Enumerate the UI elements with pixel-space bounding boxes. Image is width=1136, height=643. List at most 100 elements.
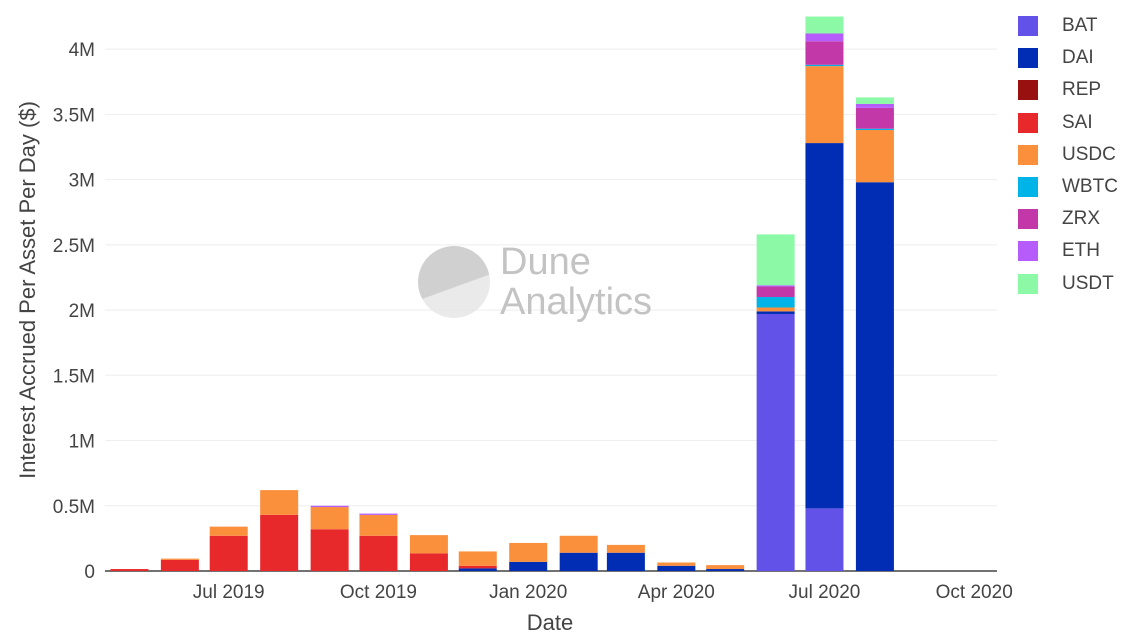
x-tick-label: Apr 2020	[638, 582, 715, 603]
bar-segment-sai[interactable]	[359, 535, 398, 571]
legend-swatch	[1018, 80, 1038, 101]
bar-segment-bat[interactable]	[756, 313, 795, 571]
bar-segment-usdc[interactable]	[855, 130, 894, 183]
bar-segment-zrx[interactable]	[756, 286, 795, 298]
bar-segment-sai[interactable]	[409, 553, 448, 571]
bar-segment-zrx[interactable]	[805, 41, 844, 65]
y-axis-title: Interest Accrued Per Asset Per Day ($)	[15, 101, 40, 479]
legend-item-usdt[interactable]: USDT	[1018, 268, 1118, 300]
bar-segment-sai[interactable]	[209, 535, 248, 571]
bar-segment-usdc[interactable]	[359, 514, 398, 536]
legend-swatch	[1018, 177, 1038, 198]
x-axis-title: Date	[527, 610, 573, 635]
bar-segment-eth[interactable]	[310, 505, 349, 508]
bar-segment-dai[interactable]	[855, 182, 894, 571]
dune-logo-icon	[418, 246, 490, 318]
bar-segment-dai[interactable]	[458, 568, 497, 571]
bar-segment-sai[interactable]	[160, 559, 199, 571]
bar-segment-bat[interactable]	[805, 508, 844, 571]
legend-label: DAI	[1062, 47, 1094, 69]
legend-label: WBTC	[1062, 176, 1118, 198]
watermark-line1: Dune	[500, 241, 591, 283]
legend-label: USDT	[1062, 272, 1114, 294]
bar-segment-sai[interactable]	[110, 569, 149, 571]
bar-segment-dai[interactable]	[805, 143, 844, 509]
bar-segment-usdc[interactable]	[606, 544, 645, 553]
bar-segment-sai[interactable]	[310, 529, 349, 571]
legend-swatch	[1018, 241, 1038, 262]
bar-segment-sai[interactable]	[260, 514, 299, 571]
bar-segment-eth[interactable]	[359, 513, 398, 515]
y-tick-label: 0	[84, 562, 95, 583]
bar-segment-wbtc[interactable]	[805, 64, 844, 67]
bar-segment-usdc[interactable]	[160, 558, 199, 560]
bar-segment-dai[interactable]	[559, 552, 598, 571]
bar-segment-dai[interactable]	[706, 569, 745, 571]
bars	[110, 16, 894, 571]
legend-swatch	[1018, 144, 1038, 165]
y-tick-label: 3.5M	[53, 105, 95, 126]
legend-item-eth[interactable]: ETH	[1018, 235, 1118, 267]
bar-segment-usdc[interactable]	[706, 565, 745, 570]
legend-swatch	[1018, 112, 1038, 133]
legend-item-rep[interactable]: REP	[1018, 74, 1118, 106]
bar-segment-usdc[interactable]	[509, 542, 548, 562]
bar-segment-dai[interactable]	[606, 552, 645, 571]
bar-segment-usdc[interactable]	[805, 66, 844, 144]
x-tick-label: Jul 2019	[193, 582, 265, 603]
bar-segment-usdc[interactable]	[310, 507, 349, 530]
legend-label: SAI	[1062, 111, 1093, 133]
y-tick-label: 4M	[69, 40, 95, 61]
bar-segment-wbtc[interactable]	[855, 128, 894, 131]
bar-segment-sai[interactable]	[458, 565, 497, 569]
legend-swatch	[1018, 48, 1038, 69]
bar-segment-usdt[interactable]	[756, 234, 795, 286]
legend-swatch	[1018, 16, 1038, 37]
legend-item-wbtc[interactable]: WBTC	[1018, 171, 1118, 203]
legend-item-usdc[interactable]: USDC	[1018, 139, 1118, 171]
gridlines	[105, 48, 997, 572]
x-tick-label: Oct 2019	[340, 582, 417, 603]
bar-segment-usdc[interactable]	[657, 562, 696, 566]
y-tick-label: 2.5M	[53, 236, 95, 257]
x-tick-label: Jul 2020	[789, 582, 861, 603]
legend-swatch	[1018, 209, 1038, 230]
y-tick-label: 0.5M	[53, 497, 95, 518]
bar-segment-usdt[interactable]	[855, 97, 894, 104]
legend-item-sai[interactable]: SAI	[1018, 107, 1118, 139]
watermark-text: Dune Analytics	[500, 242, 652, 322]
bar-segment-usdc[interactable]	[260, 490, 299, 515]
bar-segment-usdc[interactable]	[409, 535, 448, 554]
bar-segment-eth[interactable]	[855, 103, 894, 108]
x-tick-label: Oct 2020	[936, 582, 1013, 603]
bar-segment-dai[interactable]	[509, 561, 548, 571]
bar-segment-usdc[interactable]	[458, 551, 497, 566]
bar-segment-usdt[interactable]	[805, 16, 844, 34]
y-tick-label: 3M	[69, 171, 95, 192]
y-axis-ticks: 0 0.5M 1M 1.5M 2M 2.5M 3M 3.5M 4M	[53, 40, 95, 583]
bar-segment-zrx[interactable]	[855, 107, 894, 129]
bar-segment-dai[interactable]	[756, 311, 795, 314]
bar-segment-wbtc[interactable]	[756, 297, 795, 308]
bar-segment-eth[interactable]	[805, 33, 844, 42]
bar-segment-usdc[interactable]	[756, 307, 795, 312]
legend: BAT DAI REP SAI USDC WBTC ZRX ETH USDT	[1018, 10, 1118, 300]
bar-segment-dai[interactable]	[657, 565, 696, 571]
y-tick-label: 1.5M	[53, 366, 95, 387]
legend-label: REP	[1062, 79, 1102, 101]
y-tick-label: 2M	[69, 301, 95, 322]
bar-segment-usdc[interactable]	[209, 526, 248, 536]
y-tick-label: 1M	[69, 432, 95, 453]
x-axis-ticks: Jul 2019 Oct 2019 Jan 2020 Apr 2020 Jul 2020…	[193, 582, 1013, 603]
watermark-line2: Analytics	[500, 281, 653, 323]
dune-analytics-watermark: Dune Analytics	[418, 240, 698, 330]
legend-label: USDC	[1062, 143, 1116, 165]
legend-item-zrx[interactable]: ZRX	[1018, 203, 1118, 235]
bar-segment-eth[interactable]	[756, 285, 795, 287]
legend-item-bat[interactable]: BAT	[1018, 10, 1118, 42]
bar-segment-usdc[interactable]	[559, 535, 598, 553]
legend-label: ETH	[1062, 240, 1100, 262]
legend-label: BAT	[1062, 15, 1098, 37]
legend-item-dai[interactable]: DAI	[1018, 42, 1118, 74]
